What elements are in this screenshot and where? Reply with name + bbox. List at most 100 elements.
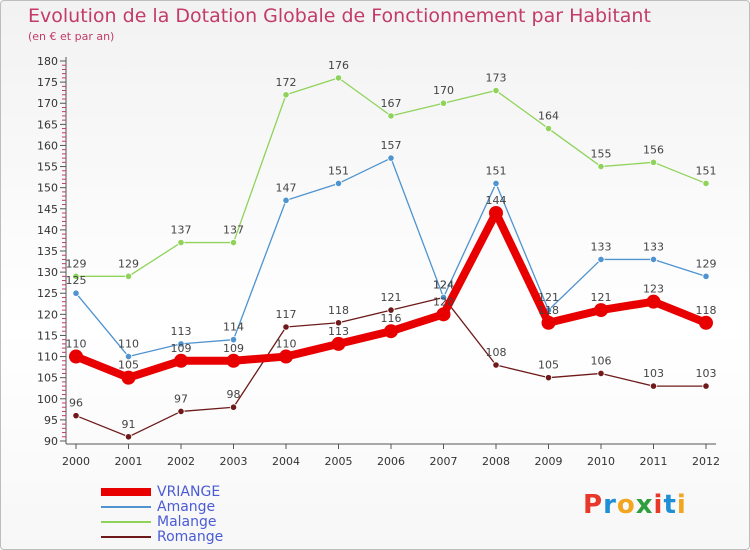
data-point [331,336,346,351]
x-tick-label: 2009 [535,455,563,468]
data-point [282,323,290,331]
proxiti-logo: Proxiti [583,490,687,520]
data-point [544,374,553,382]
data-point [334,179,343,188]
x-tick-label: 2011 [640,455,668,468]
data-label: 124 [433,278,454,291]
data-label: 108 [486,346,507,359]
data-label: 118 [696,304,717,317]
data-point [597,162,605,171]
y-tick-label: 105 [37,372,58,385]
y-tick-label: 90 [44,435,58,448]
data-label: 114 [223,321,244,334]
x-tick-label: 2002 [167,455,195,468]
data-label: 167 [381,97,402,110]
data-point [334,74,343,82]
data-point [387,112,395,120]
data-label: 103 [696,367,717,380]
data-label: 133 [643,240,664,253]
x-tick-label: 2008 [482,455,510,468]
y-tick-label: 160 [37,139,58,152]
series-romange [72,293,710,441]
data-point [177,340,185,348]
data-label: 118 [328,304,349,317]
data-label: 113 [171,325,192,338]
data-label: 172 [276,76,297,89]
data-point [282,91,290,99]
y-tick-label: 175 [37,76,58,89]
y-tick-label: 140 [37,224,58,237]
data-point [124,272,133,280]
data-label: 129 [66,257,87,270]
data-label: 155 [591,148,612,161]
data-point [597,255,605,264]
data-label: 98 [227,388,241,401]
y-tick-label: 120 [37,308,58,321]
series-layer [69,74,713,441]
series-vriange [69,206,713,385]
logo-letter: r [603,490,617,520]
data-point [387,306,395,314]
x-tick-label: 2001 [115,455,143,468]
x-tick-label: 2010 [587,455,615,468]
x-tick-label: 2004 [272,455,300,468]
axes: 90 95 100 105 110 115 120 125 130 135 140 145 150 155… [37,55,720,468]
data-label: 157 [381,139,402,152]
logo-letter: i [676,490,687,520]
data-label: 164 [538,110,559,123]
logo-letter: t [663,490,677,520]
series-amange [72,154,710,361]
data-label: 151 [328,164,349,177]
legend-item-malange: Malange [101,514,321,530]
data-point [229,403,238,411]
data-point [492,179,500,188]
logo-letter: i [653,490,664,520]
data-point [229,238,238,247]
data-point [177,238,185,247]
data-point [702,179,710,188]
x-tick-label: 2005 [325,455,353,468]
data-label: 106 [591,354,612,367]
y-tick-label: 125 [37,287,58,300]
data-label: 120 [433,295,454,308]
data-label: 96 [69,397,83,410]
data-point [121,370,136,385]
data-point [72,412,80,420]
data-label: 121 [381,291,402,304]
data-label: 151 [696,164,717,177]
data-label: 137 [223,224,244,237]
data-point [436,307,451,322]
data-label: 129 [696,257,717,270]
data-label: 124 [433,278,454,291]
data-label: 105 [118,359,139,372]
legend-swatch [101,488,151,496]
data-label: 103 [643,367,664,380]
data-label: 170 [433,84,454,97]
data-point [226,353,241,368]
legend: VRIANGE Amange Malange Romange [101,484,321,545]
data-point [124,352,133,361]
data-point [492,361,500,369]
y-tick-label: 110 [37,351,58,364]
data-point [439,99,448,107]
y-tick-label: 165 [37,118,58,131]
legend-label: Romange [157,529,224,545]
data-point [279,349,293,364]
data-point [124,433,133,441]
data-label: 110 [118,338,139,351]
legend-item-romange: Romange [101,529,321,545]
data-point [69,349,83,364]
chart-title: Evolution de la Dotation Globale de Fonc… [28,5,651,27]
data-label: 113 [328,325,349,338]
data-label: 109 [223,342,244,355]
legend-swatch [101,536,151,538]
x-tick-label: 2012 [692,455,720,468]
data-label: 151 [486,164,507,177]
data-point [229,336,238,344]
y-tick-label: 155 [37,161,58,174]
data-label: 137 [171,224,192,237]
y-tick-label: 115 [37,329,58,342]
data-point [177,407,185,416]
